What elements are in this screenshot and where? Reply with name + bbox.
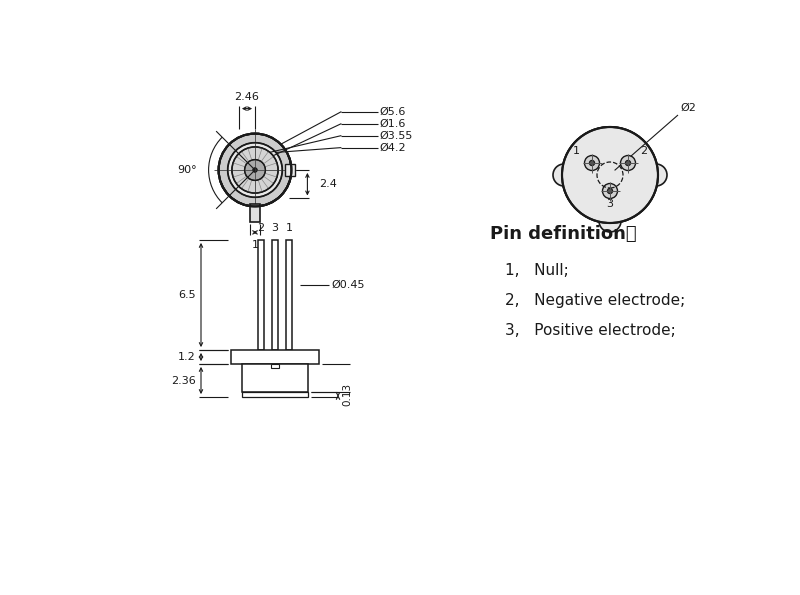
Text: 1,   Null;: 1, Null;	[505, 263, 569, 278]
Text: Ø3.55: Ø3.55	[379, 130, 413, 140]
Text: 2.36: 2.36	[171, 375, 196, 386]
Bar	[271, 364, 279, 368]
Circle shape	[228, 143, 282, 198]
Text: Pin definition：: Pin definition：	[490, 225, 637, 243]
Text: 1: 1	[573, 146, 580, 155]
Bar	[242, 392, 308, 397]
Text: 1.2: 1.2	[178, 352, 196, 362]
Text: 90°: 90°	[177, 165, 197, 175]
Text: 2.46: 2.46	[234, 92, 259, 102]
Circle shape	[645, 164, 667, 186]
Bar	[250, 205, 260, 223]
Text: 1: 1	[286, 223, 293, 233]
Text: 1: 1	[251, 240, 258, 250]
Text: 3,   Positive electrode;: 3, Positive electrode;	[505, 323, 676, 338]
Circle shape	[607, 189, 613, 193]
Circle shape	[218, 134, 291, 206]
Text: Ø2: Ø2	[680, 103, 696, 113]
Text: 6.5: 6.5	[178, 290, 196, 300]
Bar	[272, 240, 278, 350]
Circle shape	[553, 164, 575, 186]
Bar	[286, 240, 292, 350]
Circle shape	[562, 127, 658, 223]
Text: 2: 2	[640, 146, 647, 155]
Bar	[286, 164, 295, 176]
Bar	[242, 364, 308, 392]
Text: Ø5.6: Ø5.6	[379, 107, 406, 117]
Circle shape	[232, 147, 278, 193]
Text: 0.13: 0.13	[342, 383, 352, 406]
Text: 2: 2	[258, 223, 265, 233]
Text: 3: 3	[606, 199, 614, 208]
Circle shape	[621, 155, 635, 171]
Text: 2,   Negative electrode;: 2, Negative electrode;	[505, 293, 686, 308]
Circle shape	[585, 155, 599, 171]
Text: Ø1.6: Ø1.6	[379, 118, 406, 129]
Text: 2.4: 2.4	[319, 179, 338, 189]
Circle shape	[245, 159, 266, 180]
Text: Ø4.2: Ø4.2	[379, 143, 406, 152]
Circle shape	[253, 168, 257, 172]
Bar	[231, 350, 319, 364]
Circle shape	[626, 161, 630, 165]
Circle shape	[599, 210, 621, 232]
Bar	[258, 240, 264, 350]
Text: 3: 3	[271, 223, 278, 233]
Circle shape	[602, 183, 618, 199]
Text: Ø0.45: Ø0.45	[331, 280, 365, 290]
Circle shape	[590, 161, 594, 165]
Circle shape	[562, 127, 658, 223]
